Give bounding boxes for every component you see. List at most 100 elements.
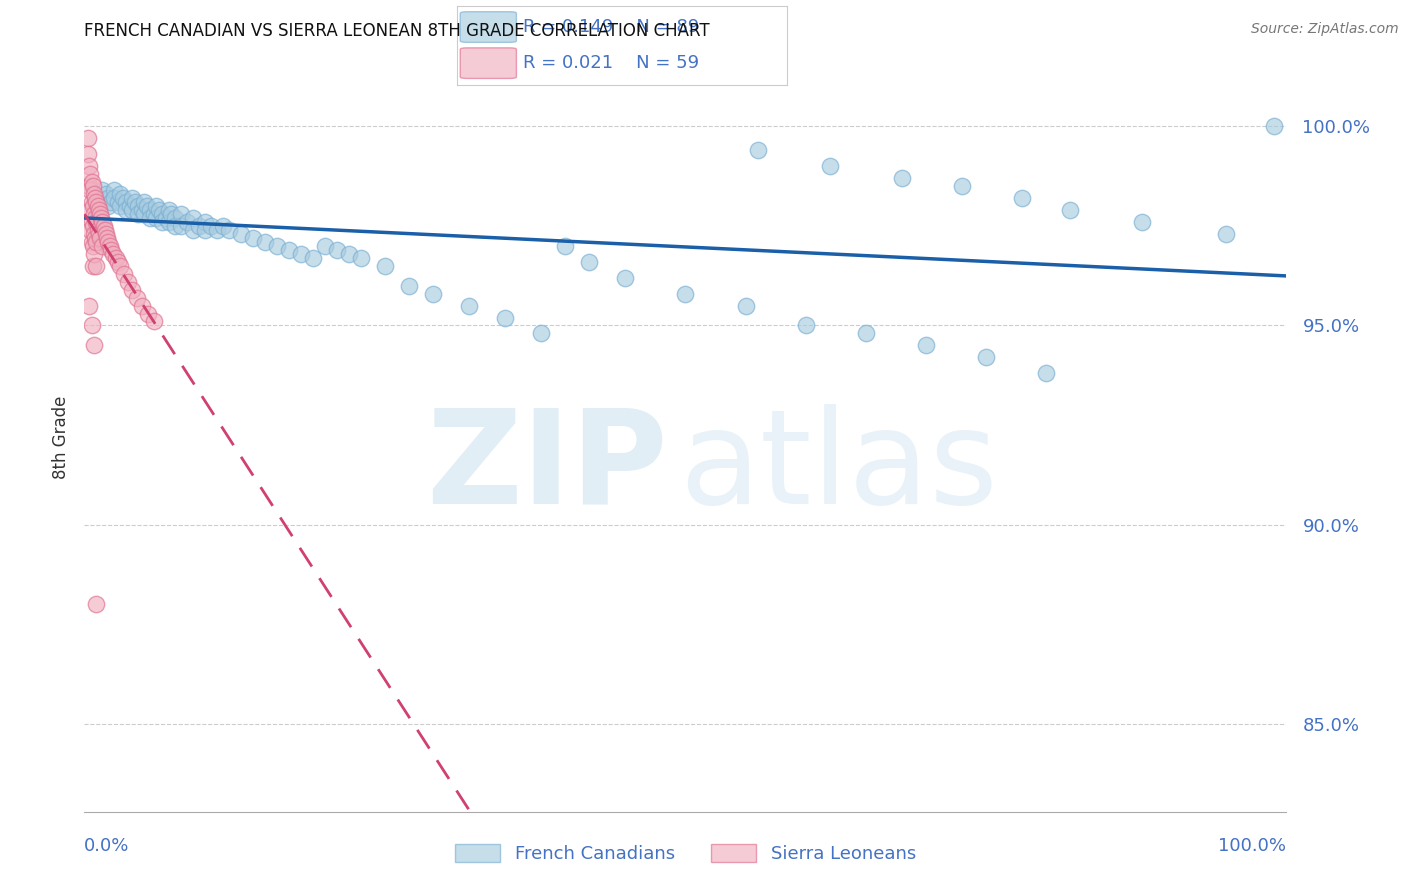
Point xyxy=(79,223,101,237)
Point xyxy=(950,179,973,194)
Point xyxy=(80,215,103,229)
Point xyxy=(890,171,912,186)
Point xyxy=(139,211,162,225)
Point xyxy=(107,254,129,268)
Point xyxy=(93,219,115,233)
Point xyxy=(87,191,110,205)
Point xyxy=(530,326,553,341)
Point xyxy=(139,202,162,217)
Point xyxy=(86,598,108,612)
Point xyxy=(121,191,143,205)
Point xyxy=(127,291,149,305)
Point xyxy=(86,194,108,209)
FancyBboxPatch shape xyxy=(460,12,516,42)
Text: 0.0%: 0.0% xyxy=(84,837,129,855)
Point xyxy=(163,219,186,233)
Point xyxy=(110,186,132,201)
Point xyxy=(86,235,108,249)
Point xyxy=(194,215,217,229)
Point xyxy=(87,202,110,217)
Point xyxy=(554,239,576,253)
Point xyxy=(1130,215,1153,229)
Point xyxy=(111,191,134,205)
Point xyxy=(160,207,183,221)
Point xyxy=(86,215,108,229)
Point xyxy=(1035,367,1057,381)
Point xyxy=(157,202,180,217)
Point xyxy=(77,159,100,173)
Text: 100.0%: 100.0% xyxy=(1219,837,1286,855)
Point xyxy=(97,199,120,213)
Point xyxy=(79,167,101,181)
Point xyxy=(80,318,103,333)
Text: FRENCH CANADIAN VS SIERRA LEONEAN 8TH GRADE CORRELATION CHART: FRENCH CANADIAN VS SIERRA LEONEAN 8TH GR… xyxy=(84,22,710,40)
Legend: French Canadians, Sierra Leoneans: French Canadians, Sierra Leoneans xyxy=(449,837,922,870)
Point xyxy=(91,239,114,253)
Point xyxy=(135,199,157,213)
Y-axis label: 8th Grade: 8th Grade xyxy=(52,395,70,479)
Point xyxy=(314,239,336,253)
Point xyxy=(94,223,117,237)
Point xyxy=(82,219,104,233)
Point xyxy=(169,219,191,233)
Point xyxy=(134,207,156,221)
Point xyxy=(974,351,997,365)
Point xyxy=(103,183,125,197)
Point xyxy=(337,246,360,260)
Point xyxy=(148,202,170,217)
Point xyxy=(1263,119,1285,133)
Point xyxy=(121,202,143,217)
Point xyxy=(83,246,105,260)
Point xyxy=(176,215,198,229)
Point xyxy=(94,227,117,241)
Point xyxy=(96,231,118,245)
Point xyxy=(84,231,107,245)
Point xyxy=(374,259,396,273)
Point xyxy=(578,254,600,268)
Point xyxy=(117,275,139,289)
Point xyxy=(152,207,174,221)
Text: atlas: atlas xyxy=(679,403,998,531)
Point xyxy=(614,270,637,285)
Point xyxy=(194,223,217,237)
Point xyxy=(855,326,877,341)
Point xyxy=(152,215,174,229)
Point xyxy=(83,186,105,201)
Point xyxy=(134,194,156,209)
Point xyxy=(218,223,240,237)
Point xyxy=(205,223,228,237)
Point xyxy=(1059,202,1081,217)
Point xyxy=(118,199,141,213)
Point xyxy=(86,223,108,237)
Point xyxy=(494,310,516,325)
Point xyxy=(124,194,146,209)
Point xyxy=(77,147,100,161)
Point xyxy=(104,251,127,265)
Point xyxy=(143,314,166,328)
Point xyxy=(103,191,125,205)
Point xyxy=(131,299,153,313)
Point xyxy=(422,286,444,301)
Point xyxy=(211,219,233,233)
Point xyxy=(734,299,756,313)
Point xyxy=(115,202,138,217)
Point xyxy=(229,227,252,241)
Point xyxy=(143,207,166,221)
Point xyxy=(1215,227,1237,241)
Point xyxy=(136,306,159,320)
Text: ZIP: ZIP xyxy=(426,403,668,531)
Point xyxy=(112,267,135,281)
Point xyxy=(80,235,103,249)
Text: Source: ZipAtlas.com: Source: ZipAtlas.com xyxy=(1251,22,1399,37)
Point xyxy=(82,239,104,253)
Point xyxy=(83,227,105,241)
Point xyxy=(131,202,153,217)
Point xyxy=(82,259,104,273)
Point xyxy=(915,338,938,352)
Point xyxy=(326,243,349,257)
Point xyxy=(89,207,111,221)
Point xyxy=(145,211,167,225)
Point xyxy=(675,286,697,301)
Point xyxy=(107,194,129,209)
Point xyxy=(79,183,101,197)
